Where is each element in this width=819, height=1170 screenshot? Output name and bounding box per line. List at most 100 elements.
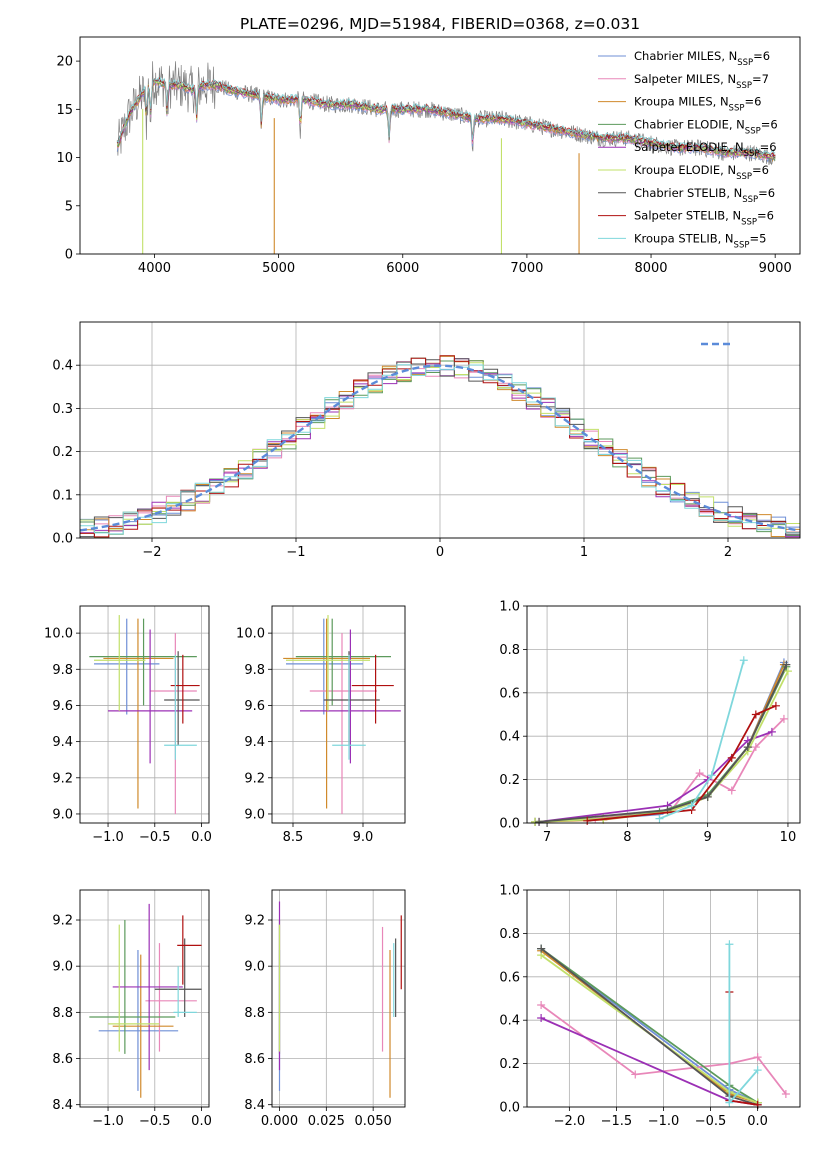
marker-kroupa-stelib	[725, 940, 734, 949]
marker-chabrier-stelib	[537, 944, 546, 953]
y-tick-label: 0.2	[499, 1057, 520, 1072]
marker-kroupa-elodie	[783, 667, 792, 676]
y-tick-label: 9.0	[244, 807, 265, 822]
y-tick-label: 0.4	[52, 359, 73, 374]
x-tick-label: 7000	[510, 261, 543, 276]
marker-kroupa-stelib	[753, 1066, 762, 1075]
axes-frame	[79, 36, 801, 255]
x-tick-label: −1.0	[92, 830, 124, 845]
panel-mass-vs-extinction: 0.000 0.025 0.050 8.4 8.6 8.8 9.0 9.2	[244, 889, 406, 1129]
x-tick-label: 5000	[262, 261, 295, 276]
x-tick-label: 8	[623, 830, 631, 845]
y-tick-label: 10.0	[44, 627, 73, 642]
y-tick-label: 9.8	[244, 663, 265, 678]
line-chabrier-elodie	[540, 947, 759, 1104]
marker-salpeter-miles	[751, 743, 760, 752]
plot-area-age-vs-mass	[283, 615, 401, 814]
y-tick-label: 0.4	[499, 1014, 520, 1029]
axes-frame	[271, 889, 406, 1108]
y-tick-label: 20	[56, 55, 73, 70]
y-tick-label: 9.2	[52, 771, 73, 786]
line-kroupa-stelib	[728, 944, 759, 1106]
x-tick-label: −2.0	[554, 1114, 586, 1129]
axes-frame	[271, 605, 406, 824]
y-tick-label: 9.8	[52, 663, 73, 678]
y-tick-label: 0.3	[52, 402, 73, 417]
marker-salpeter-stelib	[727, 753, 736, 762]
y-tick-label: 0.6	[499, 686, 520, 701]
x-tick-label: 0	[436, 545, 444, 560]
legend-label-kroupa-elodie: Kroupa ELODIE, NSSP=6	[634, 163, 769, 182]
line-chabrier-stelib	[538, 664, 788, 823]
y-tick-label: 0	[65, 248, 73, 263]
y-tick-label: 0.2	[52, 445, 73, 460]
x-tick-label: 0.0	[191, 1114, 212, 1129]
x-tick-label: 2	[724, 545, 732, 560]
x-tick-label: 9000	[759, 261, 792, 276]
legend-label-salpeter-miles: Salpeter MILES, NSSP=7	[634, 72, 769, 91]
y-tick-label: 1.0	[499, 884, 520, 899]
spectrum-legend: Chabrier MILES, NSSP=6 Salpeter MILES, NS…	[598, 49, 778, 250]
y-tick-label: 0.0	[499, 817, 520, 832]
marker-salpeter-miles	[781, 1089, 790, 1098]
marker-salpeter-miles	[695, 769, 704, 778]
x-tick-label: 1	[580, 545, 588, 560]
plot-area-mass-weight-vs-metallicity	[537, 940, 790, 1109]
legend-label-kroupa-miles: Kroupa MILES, NSSP=6	[634, 95, 761, 114]
y-tick-label: 9.4	[244, 735, 265, 750]
y-tick-label: 8.8	[52, 1006, 73, 1021]
y-tick-label: 5	[65, 199, 73, 214]
line-kroupa-elodie	[534, 670, 789, 823]
marker-salpeter-elodie	[767, 727, 776, 736]
y-tick-label: 9.2	[52, 914, 73, 929]
marker-salpeter-miles	[537, 1001, 546, 1010]
model-spectrum-kroupa-stelib	[116, 76, 776, 156]
x-tick-label: −1.0	[92, 1114, 124, 1129]
x-tick-label: 9	[704, 830, 712, 845]
y-tick-label: 9.0	[52, 807, 73, 822]
y-tick-label: 15	[56, 103, 73, 118]
legend-label-chabrier-miles: Chabrier MILES, NSSP=6	[634, 49, 770, 68]
y-tick-label: 0.6	[499, 970, 520, 985]
x-tick-label: −1.5	[601, 1114, 633, 1129]
plot-area-mass-vs-extinction	[278, 901, 402, 1098]
panel-residuals: −2 −1 0 1 2 0.0 0.1 0.2 0.3 0.4	[52, 321, 801, 560]
y-tick-label: 10	[56, 151, 73, 166]
line-salpeter-elodie	[538, 731, 773, 823]
axes-frame	[79, 605, 210, 824]
legend-label-kroupa-stelib: Kroupa STELIB, NSSP=5	[634, 231, 766, 250]
plot-area-spectrum	[116, 61, 776, 254]
y-tick-label: 8.4	[52, 1098, 73, 1113]
marker-salpeter-miles	[753, 1053, 762, 1062]
x-tick-label: −0.5	[695, 1114, 727, 1129]
panel-spectrum: 4000 5000 6000 7000 8000 9000 0 5 10 15 20	[56, 36, 801, 276]
y-tick-label: 0.8	[499, 927, 520, 942]
marker-salpeter-miles	[779, 714, 788, 723]
axes-frame	[526, 889, 801, 1108]
panel-age-vs-metallicity: −1.0 −0.5 0.0 9.0 9.2 9.4 9.6 9.8 10.0	[44, 605, 212, 845]
marker-salpeter-miles	[727, 786, 736, 795]
x-tick-label: 0.050	[355, 1114, 392, 1129]
line-kroupa-stelib	[659, 660, 745, 820]
figure-title: PLATE=0296, MJD=51984, FIBERID=0368, z=0…	[240, 15, 640, 33]
y-tick-label: 10.0	[236, 627, 265, 642]
plot-area-mass-weight-vs-age	[531, 656, 792, 826]
marker-chabrier-stelib	[782, 660, 791, 669]
marker-salpeter-stelib	[771, 701, 780, 710]
marker-kroupa-stelib	[725, 1098, 734, 1107]
plot-area-mass-vs-metallicity	[89, 903, 202, 1098]
x-tick-label: 4000	[138, 261, 171, 276]
panel-mass-weight-vs-metallicity: −2.0 −1.5 −1.0 −0.5 0.0 0.0 0.2 0.4 0.6 0.8 1.0	[499, 884, 801, 1129]
model-spectrum-chabrier-miles	[116, 81, 776, 163]
axes-frame	[79, 321, 801, 539]
y-tick-label: 9.2	[244, 771, 265, 786]
x-tick-label: −0.5	[139, 830, 171, 845]
marker-kroupa-stelib	[707, 771, 716, 780]
marker-chabrier-stelib	[743, 743, 752, 752]
legend-label-chabrier-elodie: Chabrier ELODIE, NSSP=6	[634, 117, 778, 136]
marker-chabrier-stelib	[703, 792, 712, 801]
plot-area-residuals	[79, 355, 801, 539]
panel-age-vs-mass: 8.5 9.0 9.0 9.2 9.4 9.6 9.8 10.0	[236, 605, 406, 845]
y-tick-label: 8.6	[52, 1052, 73, 1067]
